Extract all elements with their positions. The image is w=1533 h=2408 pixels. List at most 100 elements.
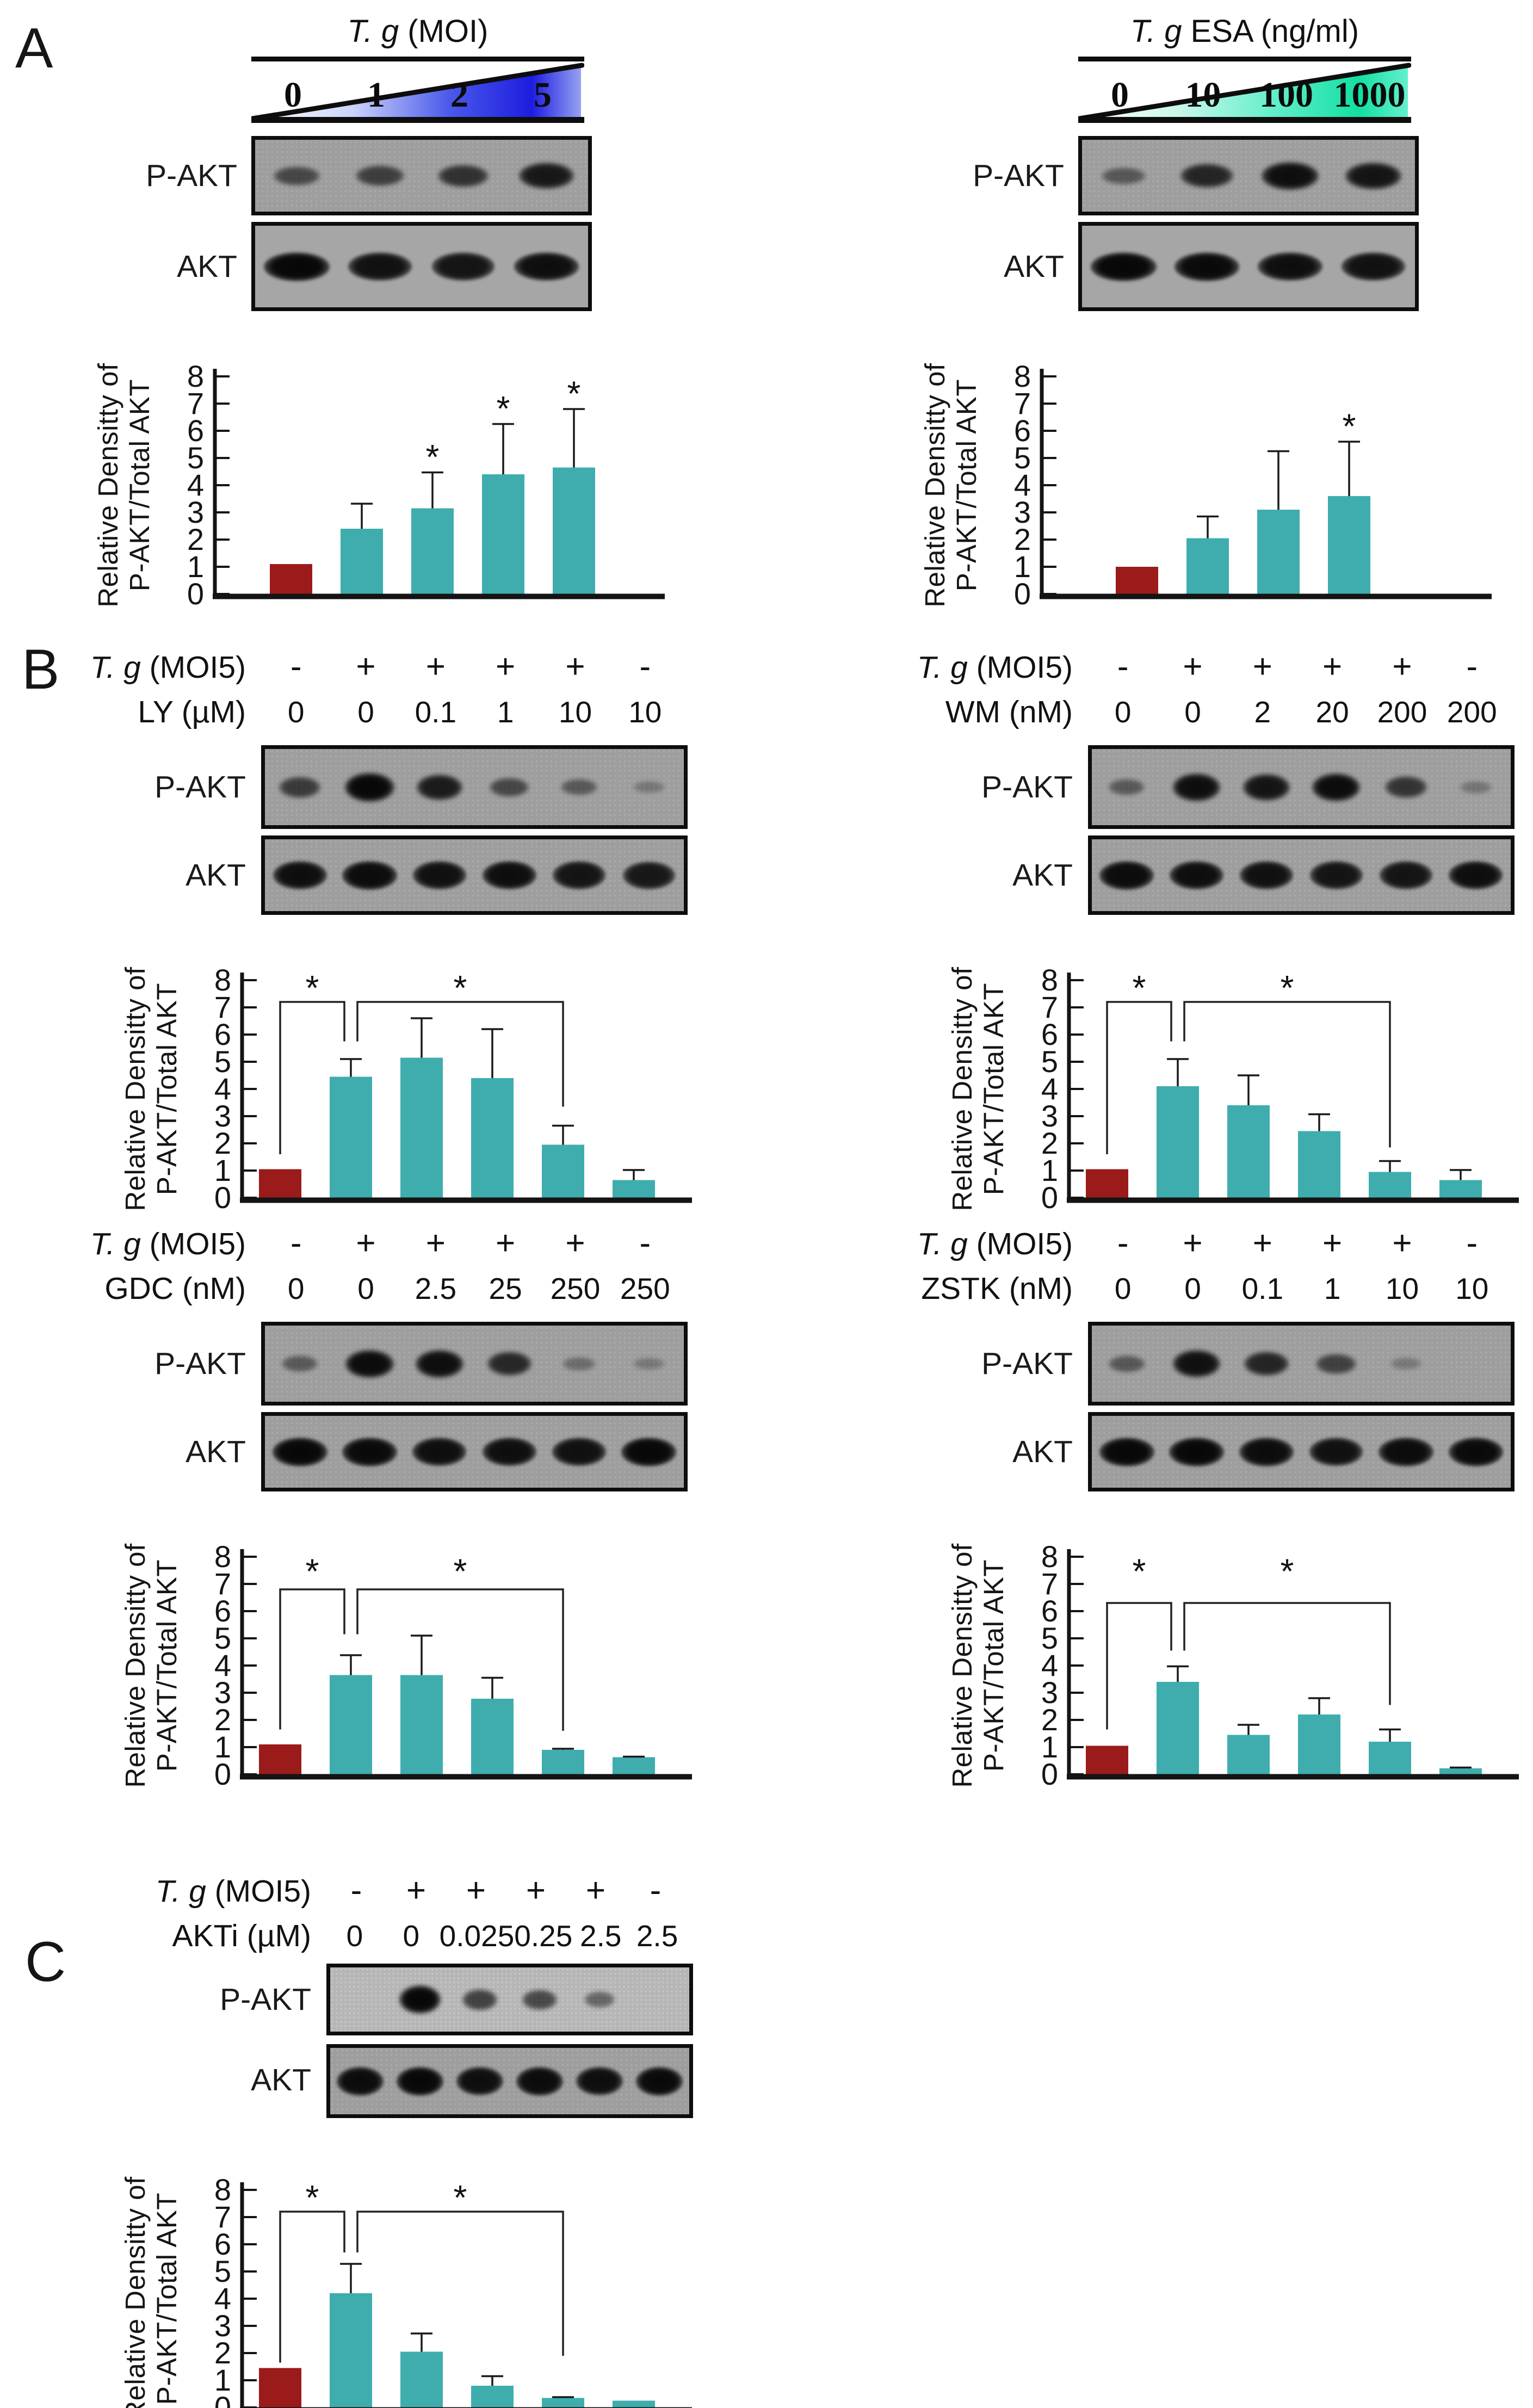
wedge-hypotenuse-line — [251, 63, 584, 121]
dose-value: 10 — [558, 695, 592, 729]
y-tick-label: 7 — [214, 1567, 231, 1601]
dose-value: 0 — [357, 1272, 374, 1305]
y-axis-label: Relative Densitty of — [92, 363, 123, 608]
y-tick-label: 1 — [1014, 549, 1031, 584]
dose-value: 0.025 — [439, 1919, 515, 1953]
akt-band — [1449, 861, 1503, 889]
treatment-value: + — [1252, 1224, 1272, 1262]
treatment-value: + — [406, 1872, 426, 1909]
treatment-value: + — [585, 1872, 606, 1909]
y-axis-label: P-AKT/Total AKT — [124, 379, 155, 591]
bar — [1157, 1682, 1199, 1774]
akt-label: AKT — [1012, 1434, 1073, 1469]
p-akt-band — [1384, 776, 1427, 798]
bar — [471, 1699, 514, 1774]
tg-moi5-label: T. g (MOI5) — [65, 1873, 326, 1909]
akt-blot-image — [1088, 1412, 1515, 1491]
treatment-value: + — [466, 1872, 486, 1909]
blot-row-akt: AKT — [92, 222, 691, 311]
dose-value: 0 — [346, 1919, 363, 1953]
significance-bracket — [356, 1001, 564, 1107]
tg-moi5-row: T. g (MOI5) - + + + + - — [892, 647, 1533, 685]
y-axis-label: P-AKT/Total AKT — [978, 983, 1009, 1195]
treatment-value: + — [356, 1224, 376, 1262]
dose-value: 0.25 — [514, 1919, 573, 1953]
dose-value: 0 — [287, 695, 305, 729]
y-tick-label: 1 — [214, 1153, 231, 1187]
akt-blot-image — [1088, 835, 1515, 915]
y-axis-label: Relative Densitty of — [919, 363, 950, 608]
wedge-top-rule — [1078, 57, 1411, 61]
p-akt-band — [522, 1989, 557, 2010]
bar — [1328, 496, 1370, 594]
treatment-value: + — [496, 648, 516, 685]
wedge-dose-number: 100 — [1259, 75, 1313, 115]
tg-plus-minus-values: - + + + + - — [326, 1871, 685, 1910]
dose-value: 2.5 — [580, 1919, 622, 1953]
y-tick-label: 0 — [187, 577, 204, 611]
bar — [613, 2400, 655, 2407]
dose-value: 0 — [287, 1272, 305, 1305]
y-tick-label: 0 — [1014, 577, 1031, 611]
dose-value: 250 — [620, 1272, 670, 1305]
tg-plus-minus-values: - + + + + - — [1088, 647, 1507, 686]
akt-blot-image — [326, 2044, 693, 2118]
p-akt-label: P-AKT — [154, 770, 246, 804]
y-tick-label: 4 — [187, 468, 204, 502]
dose-value: 0 — [1184, 695, 1201, 729]
y-tick-label: 3 — [1014, 495, 1031, 529]
bar — [411, 508, 454, 594]
bar — [1086, 1745, 1128, 1774]
p-akt-band — [490, 777, 529, 797]
tg-moi5-row: T. g (MOI5) - + + + + - — [65, 647, 718, 685]
blot-row-p-akt: P-AKT — [65, 745, 718, 829]
y-tick-label: 8 — [214, 963, 231, 997]
akt-label: AKT — [177, 249, 237, 284]
panel-a-esa-unit: T. g ESA (ng/ml) 0 10 100 1000 P-AKT AKT Re… — [919, 13, 1518, 621]
y-tick-label: 7 — [187, 386, 204, 420]
y-tick-label: 8 — [214, 1539, 231, 1574]
wedge-dose-number: 0 — [1111, 75, 1129, 115]
y-axis-label: Relative Densitty of — [947, 967, 978, 1211]
p-akt-band — [415, 1350, 463, 1378]
bar — [1227, 1105, 1270, 1198]
akt-band — [516, 2066, 563, 2096]
akt-label: AKT — [1004, 249, 1064, 284]
drug-label: WM (nM) — [945, 695, 1073, 729]
drug-dose-row: AKTi (µM) 0 0 0.025 0.25 2.5 2.5 — [65, 1918, 718, 1953]
drug-label: LY (µM) — [138, 695, 246, 729]
dose-value: 0.1 — [415, 695, 457, 729]
bar — [542, 1144, 584, 1198]
significance-bracket — [279, 1001, 345, 1154]
tg-rest: (MOI5) — [206, 1874, 311, 1909]
y-tick-label: 7 — [214, 2200, 231, 2234]
dose-gradient-wedge-blue: 0 1 2 5 — [251, 57, 584, 123]
panel-c-letter: C — [25, 1930, 66, 1994]
y-tick-label: 3 — [1041, 1675, 1058, 1710]
treatment-value: - — [1117, 1224, 1129, 1262]
y-tick-label: 5 — [1041, 1621, 1058, 1655]
bar-chart-gdc: Relative Densitty of P-AKT/Total AKT 01234… — [120, 1539, 692, 1791]
wedge-dose-number: 1 — [367, 75, 385, 115]
y-tick-label: 0 — [214, 2390, 231, 2408]
akt-band — [412, 861, 467, 889]
akt-label: AKT — [186, 858, 246, 893]
tg-moi5-label: T. g (MOI5) — [65, 649, 261, 685]
treatment-value: + — [565, 1224, 585, 1262]
bar — [1439, 1768, 1482, 1774]
blot-row-akt: AKT — [919, 222, 1518, 311]
drug-dose-values: 0 0 0.1 1 10 10 — [1088, 1271, 1507, 1306]
blot-row-p-akt: P-AKT — [92, 136, 691, 215]
tg-moi5-row: T. g (MOI5) - + + + + - — [65, 1224, 718, 1262]
significance-star: * — [1343, 407, 1356, 446]
title-species-italic: T. g — [1130, 14, 1182, 49]
y-tick-label: 3 — [214, 2308, 231, 2343]
p-akt-band — [438, 164, 489, 187]
akt-band — [552, 861, 606, 889]
bar — [542, 2398, 584, 2407]
y-tick-label: 3 — [214, 1675, 231, 1710]
significance-star: * — [454, 968, 467, 1007]
tg-plus-minus-values: - + + + + - — [1088, 1224, 1507, 1262]
blot-row-akt: AKT — [65, 1412, 718, 1491]
blot-row-akt: AKT — [65, 2042, 718, 2118]
